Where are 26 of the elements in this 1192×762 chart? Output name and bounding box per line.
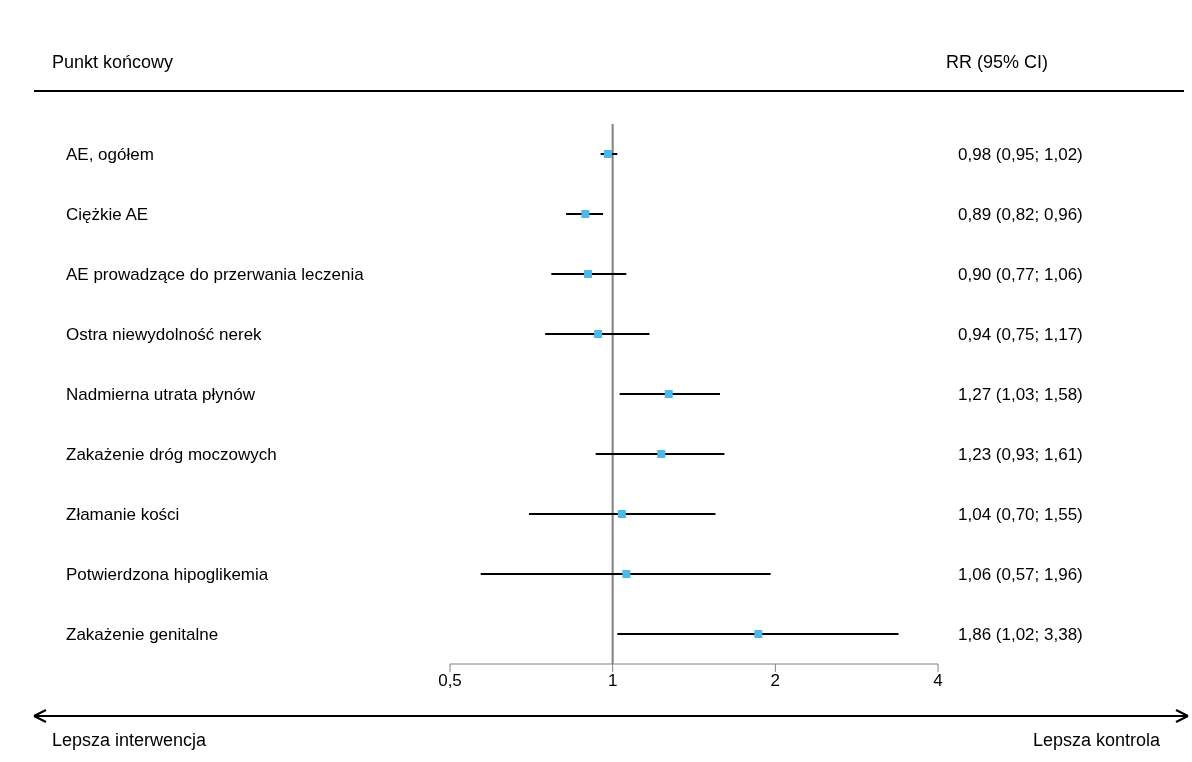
text: Lepsza kontrola bbox=[1032, 730, 1160, 751]
data-label: 0,90 (0,77; 1,06) bbox=[958, 265, 1083, 284]
y-tick-label: Ostra niewydolność nerek bbox=[66, 325, 263, 344]
y-tick-label: AE, ogółem bbox=[66, 145, 154, 164]
text: Lepsza interwencja bbox=[52, 730, 207, 751]
data-label: 0,94 (0,75; 1,17) bbox=[958, 325, 1083, 344]
y-tick-label: Nadmierna utrata płynów bbox=[66, 385, 256, 404]
data-label: 1,27 (1,03; 1,58) bbox=[958, 385, 1083, 404]
x-tick-label: 2 bbox=[770, 671, 781, 691]
data-label: 1,06 (0,57; 1,96) bbox=[958, 565, 1083, 584]
data-label: 1,23 (0,93; 1,61) bbox=[958, 445, 1083, 464]
x-tick-label: 1 bbox=[607, 671, 618, 691]
y-tick-label: Potwierdzona hipoglikemia bbox=[66, 565, 269, 584]
text: Punkt końcowy bbox=[52, 52, 174, 73]
x-tick-label: 0,5 bbox=[438, 671, 462, 691]
data-label: 0,89 (0,82; 0,96) bbox=[958, 205, 1083, 224]
data-label: 1,04 (0,70; 1,55) bbox=[958, 505, 1083, 524]
y-tick-label: Złamanie kości bbox=[66, 505, 180, 524]
y-tick-label: Zakażenie genitalne bbox=[66, 625, 219, 644]
y-tick-label: Zakażenie dróg moczowych bbox=[66, 445, 277, 464]
data-label: 1,86 (1,02; 3,38) bbox=[958, 625, 1083, 644]
y-tick-label: Ciężkie AE bbox=[66, 205, 149, 224]
text: RR (95% CI) bbox=[946, 52, 1049, 73]
y-tick-label: AE prowadzące do przerwania leczenia bbox=[66, 265, 365, 284]
data-label: 0,98 (0,95; 1,02) bbox=[958, 145, 1083, 164]
x-tick-label: 4 bbox=[933, 671, 943, 691]
